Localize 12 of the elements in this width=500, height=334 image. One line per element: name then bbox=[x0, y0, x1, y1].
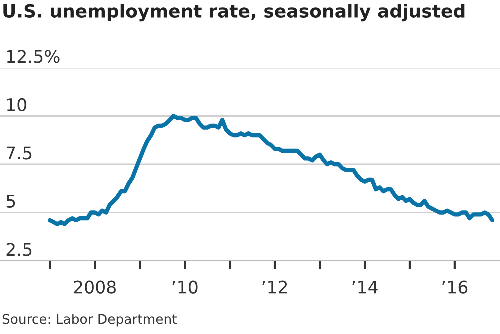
y-tick-label: 10 bbox=[7, 98, 26, 112]
y-tick-label: 7.5 bbox=[6, 146, 32, 160]
x-tick-label: ’12 bbox=[262, 280, 288, 294]
y-tick-label: 12.5% bbox=[7, 50, 60, 64]
x-tick-label: ’16 bbox=[442, 280, 468, 294]
x-tick-label: ’14 bbox=[352, 280, 378, 294]
y-tick-label: 5 bbox=[6, 195, 16, 208]
source-note: Source: Labor Department bbox=[2, 314, 177, 327]
x-tick-label: ’10 bbox=[172, 280, 198, 294]
x-tick-label: 2008 bbox=[74, 280, 116, 294]
chart-title: U.S. unemployment rate, seasonally adjusted bbox=[4, 4, 465, 22]
y-tick-label: 2.5 bbox=[6, 243, 32, 256]
